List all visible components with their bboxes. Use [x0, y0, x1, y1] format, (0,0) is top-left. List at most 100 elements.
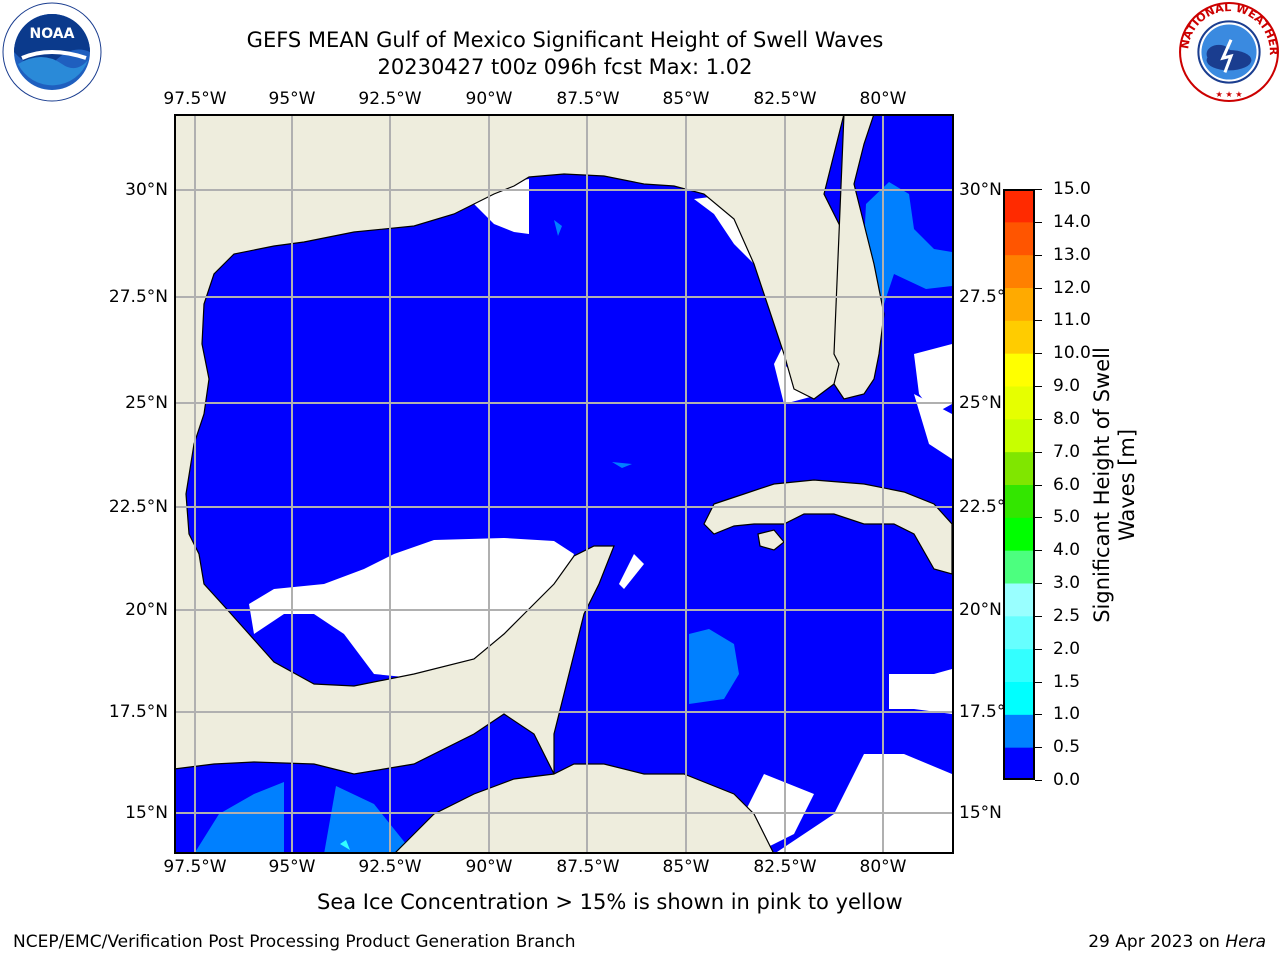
colorbar-tick-mark: [1035, 517, 1042, 519]
colorbar-segment: [1003, 221, 1035, 256]
footer-branch: NCEP/EMC/Verification Post Processing Pr…: [13, 932, 576, 952]
nws-logo: NATIONAL WEATHER SERVICE ★ ★ ★: [1178, 1, 1280, 102]
lon-label-top: 80°W: [859, 89, 907, 109]
colorbar-segment: [1003, 189, 1035, 223]
colorbar-tick-label: 14.0: [1053, 211, 1091, 232]
lat-label-left: 25°N: [125, 393, 168, 413]
colorbar-segment: [1003, 550, 1035, 584]
gulf-of-mexico-map: [174, 114, 954, 854]
colorbar-tick-label: 2.0: [1053, 638, 1081, 659]
svg-text:NOAA: NOAA: [30, 26, 75, 42]
colorbar-segment: [1003, 287, 1035, 321]
colorbar-tick-mark: [1035, 189, 1042, 190]
sea-ice-note: Sea Ice Concentration > 15% is shown in …: [317, 890, 903, 914]
colorbar-tick-mark: [1035, 418, 1042, 420]
lat-label-right: 15°N: [959, 803, 1002, 823]
colorbar-tick-label: 5.0: [1053, 507, 1081, 528]
lat-label-left: 22.5°N: [108, 497, 168, 517]
colorbar-tick-mark: [1035, 484, 1042, 486]
colorbar-tick-mark: [1035, 583, 1042, 584]
lat-label-left: 17.5°N: [108, 702, 168, 722]
lon-label-top: 92.5°W: [358, 89, 422, 109]
colorbar-segment: [1003, 517, 1035, 551]
colorbar-tick-label: 12.0: [1053, 277, 1091, 298]
colorbar-tick-label: 2.5: [1053, 605, 1081, 626]
colorbar-tick-mark: [1035, 681, 1042, 683]
lon-label-bottom: 95°W: [268, 857, 316, 877]
colorbar: [1003, 189, 1035, 780]
colorbar-label-line1: Significant Height of Swell: [1090, 347, 1114, 623]
colorbar-tick-label: 1.0: [1053, 704, 1081, 725]
colorbar-tick-label: 13.0: [1053, 244, 1091, 265]
lon-label-bottom: 80°W: [859, 857, 907, 877]
colorbar-tick-label: 4.0: [1053, 540, 1081, 561]
colorbar-segment: [1003, 714, 1035, 748]
lat-label-right: 20°N: [959, 600, 1002, 620]
colorbar-segment: [1003, 353, 1035, 387]
footer-machine: Hera: [1225, 932, 1266, 952]
chart-title: GEFS MEAN Gulf of Mexico Significant Hei…: [246, 28, 884, 52]
lon-label-bottom: 87.5°W: [556, 857, 620, 877]
swell-1p5-spot: [340, 840, 350, 850]
colorbar-tick-mark: [1035, 747, 1042, 749]
lon-label-bottom: 97.5°W: [163, 857, 227, 877]
lon-label-top: 82.5°W: [753, 89, 817, 109]
lon-label-bottom: 90°W: [465, 857, 513, 877]
colorbar-tick-mark: [1035, 615, 1042, 617]
lon-label-bottom: 92.5°W: [358, 857, 422, 877]
colorbar-tick-mark: [1035, 451, 1042, 453]
colorbar-border: [1003, 189, 1035, 780]
colorbar-tick-label: 15.0: [1053, 179, 1091, 199]
colorbar-tick-label: 9.0: [1053, 376, 1081, 396]
footer-date-text: 29 Apr 2023 on: [1088, 932, 1226, 952]
colorbar-tick-label: 0.5: [1053, 737, 1081, 758]
lon-label-top: 95°W: [268, 89, 316, 109]
colorbar-tick-label: 1.5: [1053, 671, 1081, 692]
colorbar-segment: [1003, 386, 1035, 420]
colorbar-segment: [1003, 418, 1035, 453]
colorbar-tick-mark: [1035, 353, 1042, 355]
colorbar-segment: [1003, 583, 1035, 617]
swell-0p5-1p0-areas: [194, 182, 952, 854]
lon-label-top: 87.5°W: [556, 89, 620, 109]
colorbar-tick-label: 10.0: [1053, 343, 1091, 364]
lon-label-top: 85°W: [662, 89, 710, 109]
colorbar-segment: [1003, 615, 1035, 650]
colorbar-tick-mark: [1035, 386, 1042, 387]
colorbar-tick-label: 7.0: [1053, 441, 1081, 462]
colorbar-tick-mark: [1035, 648, 1042, 650]
colorbar-tick-mark: [1035, 550, 1042, 552]
map-border: [174, 114, 954, 854]
lat-label-left: 20°N: [125, 600, 168, 620]
colorbar-segment: [1003, 254, 1035, 288]
landmass: [174, 114, 953, 854]
colorbar-label: Significant Height of Swell Waves [m]: [1090, 347, 1140, 623]
colorbar-tick-label: 11.0: [1053, 310, 1091, 331]
colorbar-tick-mark: [1035, 320, 1042, 322]
colorbar-tick-label: 8.0: [1053, 408, 1081, 429]
noaa-logo: NOAA: [2, 2, 102, 102]
colorbar-segment: [1003, 451, 1035, 485]
colorbar-tick-mark: [1035, 714, 1042, 716]
colorbar-tick-mark: [1035, 254, 1042, 256]
colorbar-segment: [1003, 681, 1035, 715]
colorbar-segment: [1003, 320, 1035, 354]
colorbar-tick-label: 0.0: [1053, 770, 1081, 790]
lon-label-bottom: 82.5°W: [753, 857, 817, 877]
colorbar-tick-label: 3.0: [1053, 573, 1081, 593]
lon-label-bottom: 85°W: [662, 857, 710, 877]
lat-lon-grid: [174, 114, 954, 854]
colorbar-tick-mark: [1035, 780, 1042, 781]
lat-label-right: 25°N: [959, 393, 1002, 413]
colorbar-label-line2: Waves [m]: [1115, 428, 1139, 542]
lon-label-top: 97.5°W: [163, 89, 227, 109]
lat-label-left: 15°N: [125, 803, 168, 823]
colorbar-tick-label: 6.0: [1053, 474, 1081, 495]
lon-label-top: 90°W: [465, 89, 513, 109]
lat-label-left: 30°N: [125, 180, 168, 200]
lat-label-right: 30°N: [959, 180, 1002, 200]
colorbar-segment: [1003, 484, 1035, 518]
lat-label-left: 27.5°N: [108, 287, 168, 307]
forecast-info: 20230427 t00z 096h fcst Max: 1.02: [377, 55, 753, 79]
colorbar-tick-mark: [1035, 221, 1042, 223]
